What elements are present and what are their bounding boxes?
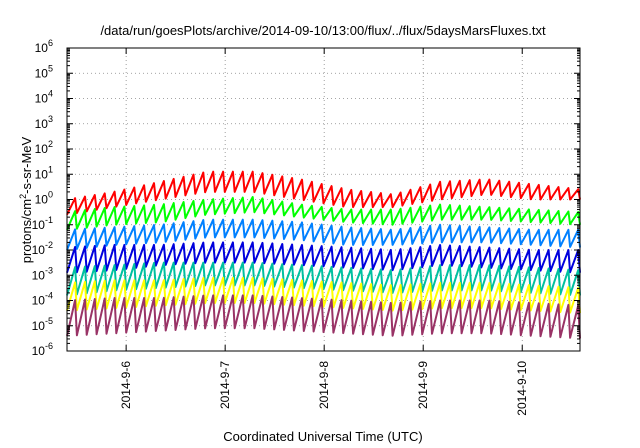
y-tick-label: 100 xyxy=(35,190,53,207)
series-line-1 xyxy=(66,170,581,216)
y-tick-exp: 6 xyxy=(48,38,53,48)
y-tick-exp: -3 xyxy=(45,265,53,275)
y-axis-label-sup: 2 xyxy=(18,194,28,199)
y-tick-base: 10 xyxy=(32,319,46,333)
chart-title: /data/run/goesPlots/archive/2014-09-10/1… xyxy=(100,23,546,38)
series-line-6 xyxy=(66,276,581,314)
y-tick-label: 10-3 xyxy=(32,265,53,282)
y-tick-base: 10 xyxy=(35,41,49,55)
y-tick-exp: 2 xyxy=(48,139,53,149)
y-tick-label: 10-5 xyxy=(32,316,53,333)
y-axis-label-suffix: -s-sr-MeV xyxy=(19,136,34,193)
y-tick-exp: 1 xyxy=(48,164,53,174)
y-tick-base: 10 xyxy=(32,218,46,232)
y-tick-base: 10 xyxy=(35,117,49,131)
y-tick-base: 10 xyxy=(35,66,49,80)
x-tick-label: 2014-9-10 xyxy=(515,361,529,416)
x-tick-label: 2014-9-8 xyxy=(317,361,331,409)
y-tick-base: 10 xyxy=(32,294,46,308)
y-tick-base: 10 xyxy=(32,243,46,257)
y-tick-exp: 4 xyxy=(48,89,53,99)
series-group xyxy=(66,170,581,339)
y-tick-label: 102 xyxy=(35,139,53,156)
y-tick-label: 101 xyxy=(35,164,53,181)
y-tick-exp: -6 xyxy=(45,341,53,351)
x-tick-label: 2014-9-7 xyxy=(218,361,232,409)
y-tick-label: 103 xyxy=(35,114,53,131)
y-tick-base: 10 xyxy=(35,142,49,156)
y-tick-exp: -2 xyxy=(45,240,53,250)
y-tick-base: 10 xyxy=(32,268,46,282)
x-axis: 2014-9-6 2014-9-7 2014-9-8 2014-9-9 2014-9-1… xyxy=(119,48,529,416)
y-tick-base: 10 xyxy=(32,344,46,358)
y-tick-exp: 0 xyxy=(48,190,53,200)
y-tick-label: 10-2 xyxy=(32,240,53,257)
series-line-3 xyxy=(66,218,581,251)
y-axis-label: protons/cm2-s-sr-MeV xyxy=(18,136,34,263)
series-line-5 xyxy=(66,261,581,296)
y-tick-label: 104 xyxy=(35,89,53,106)
y-tick-exp: -1 xyxy=(45,215,53,225)
y-axis-label-prefix: protons/cm xyxy=(19,199,34,263)
series-line-4 xyxy=(66,241,581,274)
series-line-7 xyxy=(66,294,581,339)
y-tick-label: 10-1 xyxy=(32,215,53,232)
y-tick-exp: -4 xyxy=(45,291,53,301)
y-tick-label: 10-4 xyxy=(32,291,53,308)
y-tick-base: 10 xyxy=(35,193,49,207)
x-tick-label: 2014-9-9 xyxy=(416,361,430,409)
y-tick-label: 106 xyxy=(35,38,53,55)
y-tick-exp: 5 xyxy=(48,63,53,73)
y-tick-base: 10 xyxy=(35,92,49,106)
y-tick-label: 10-6 xyxy=(32,341,53,358)
x-axis-label: Coordinated Universal Time (UTC) xyxy=(223,429,422,444)
x-tick-label: 2014-9-6 xyxy=(119,361,133,409)
series-line-2 xyxy=(66,196,581,231)
y-tick-base: 10 xyxy=(35,167,49,181)
y-axis: 10-610-510-410-310-210-11001011021031041… xyxy=(32,38,580,358)
y-tick-exp: -5 xyxy=(45,316,53,326)
y-tick-exp: 3 xyxy=(48,114,53,124)
y-tick-label: 105 xyxy=(35,63,53,80)
